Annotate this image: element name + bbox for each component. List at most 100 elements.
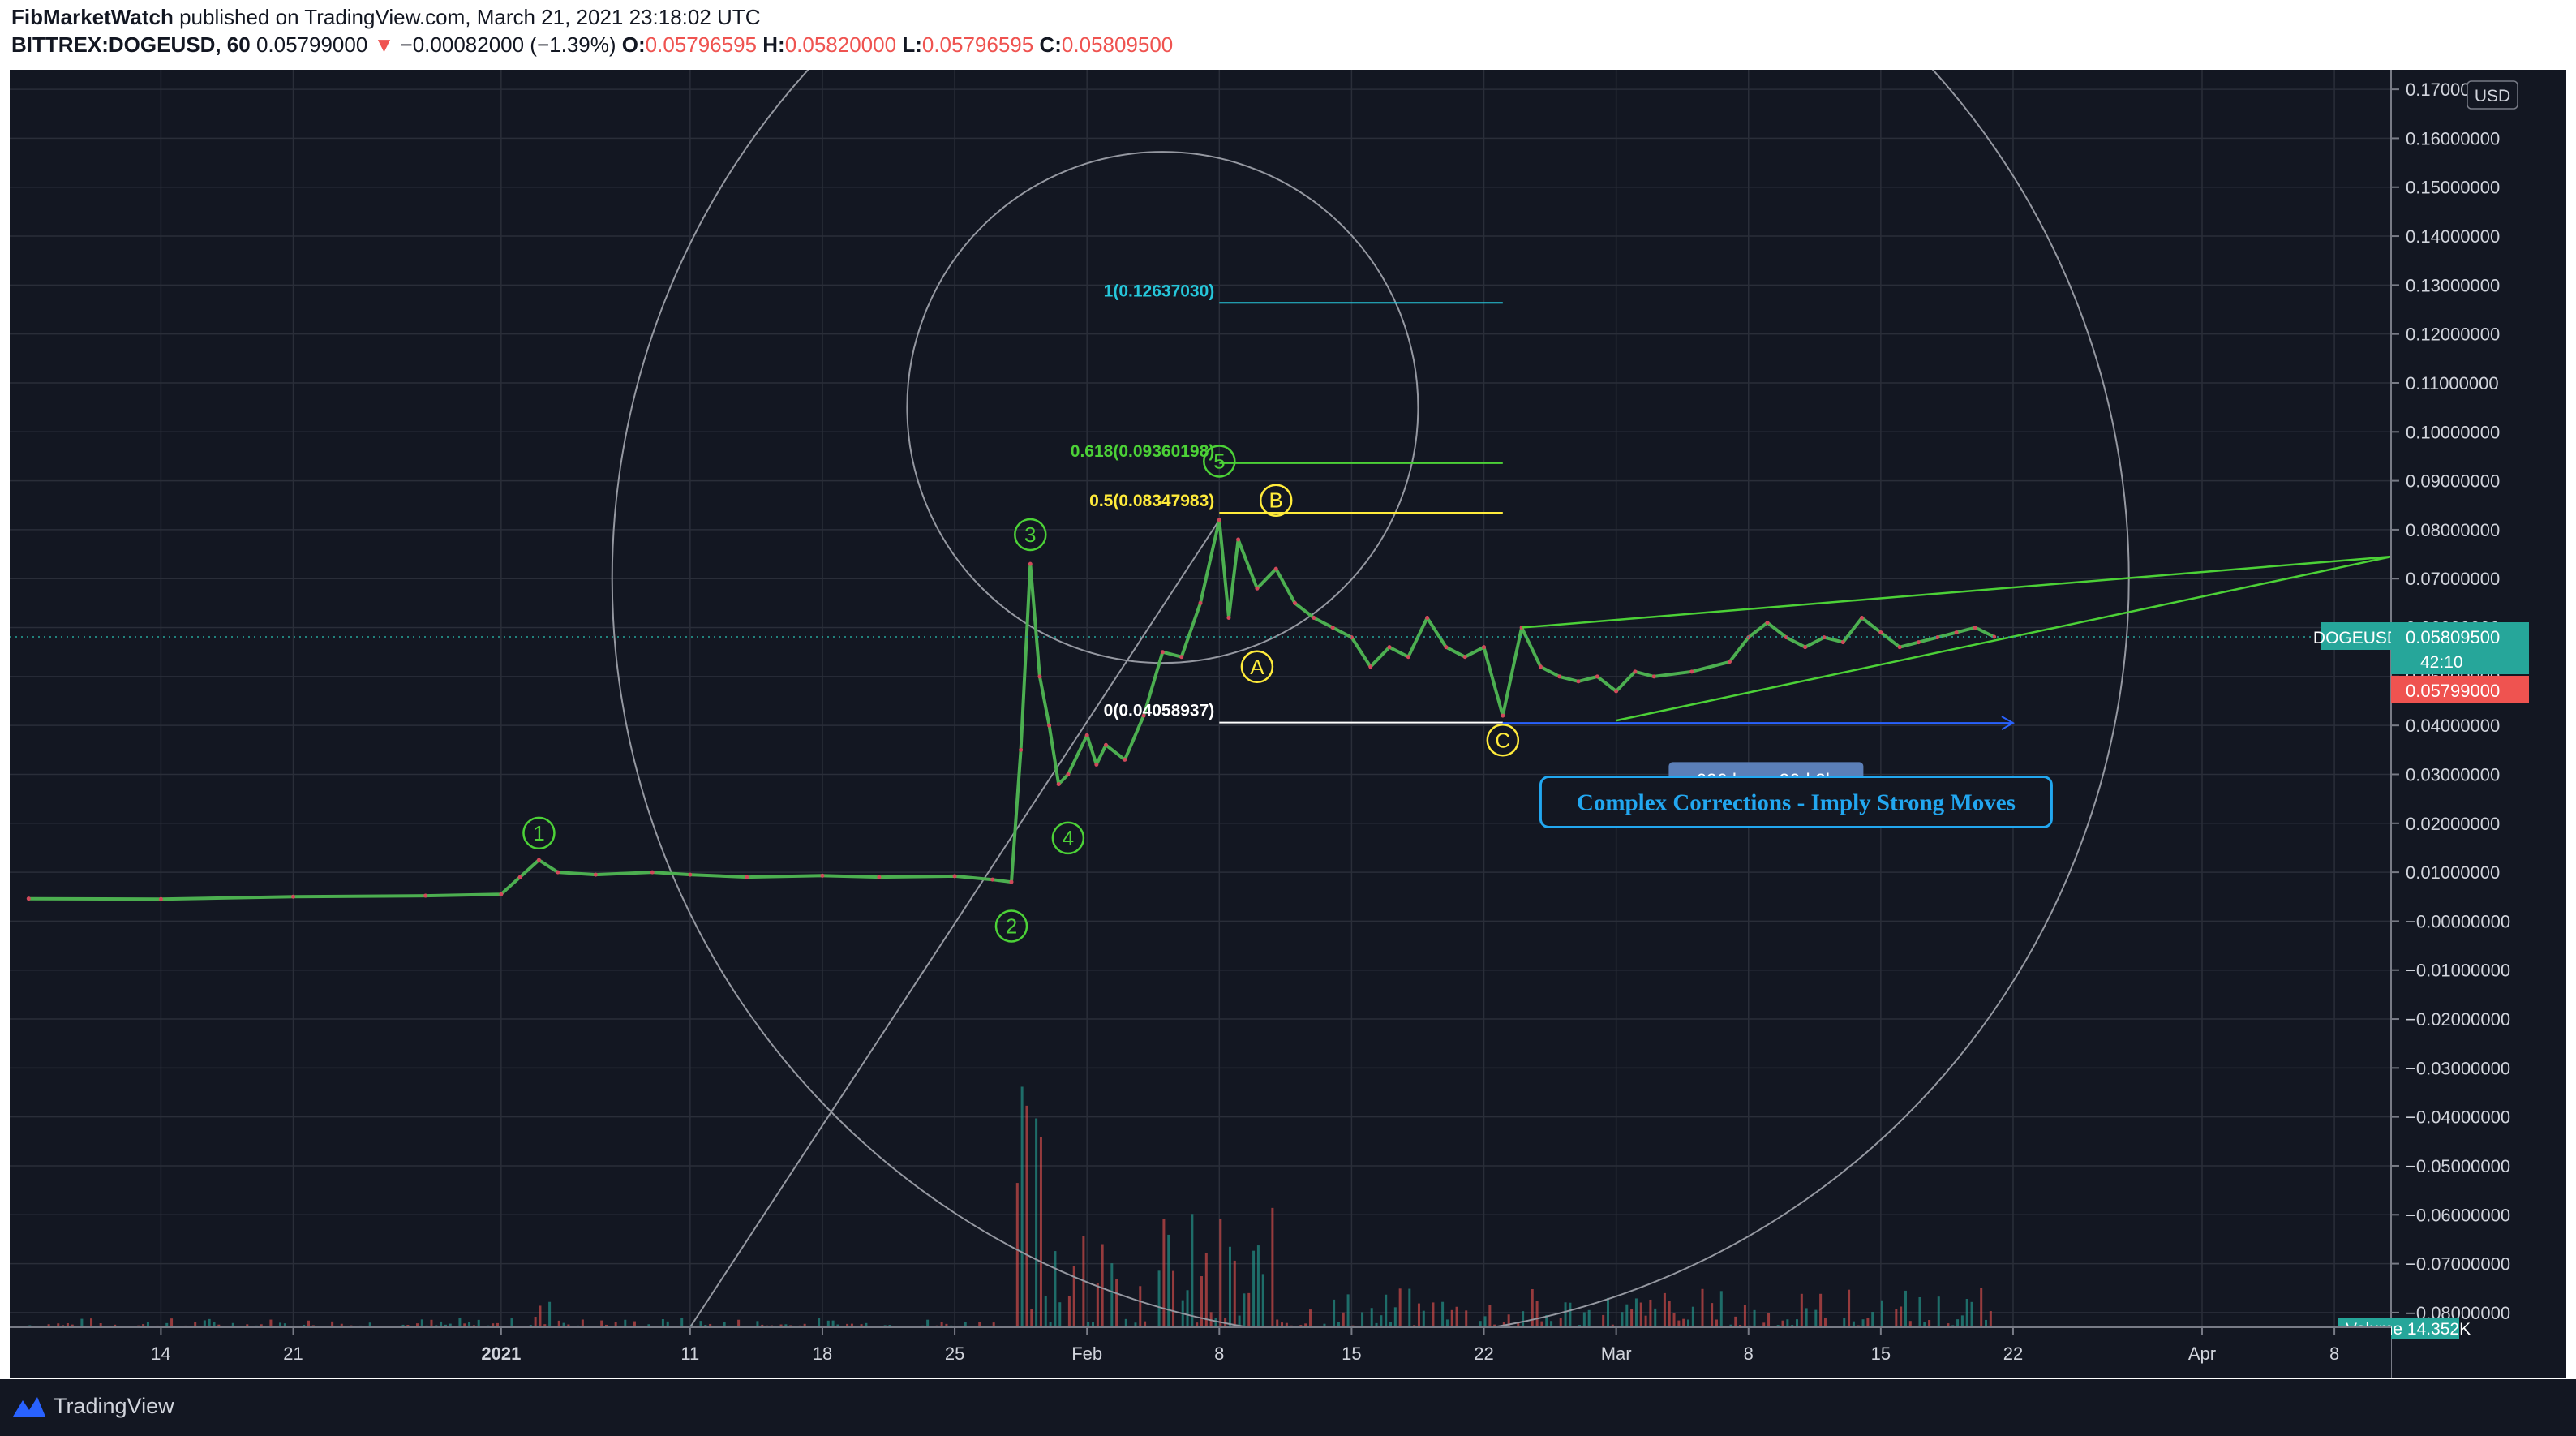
volume-bar [1261,1274,1264,1327]
volume-bar [964,1322,967,1327]
volume-bar [170,1318,174,1327]
price-point [1160,650,1165,655]
time-axis [10,1327,2391,1378]
volume-bar [1167,1234,1170,1327]
volume-bar [1247,1292,1251,1327]
volume-bar [1389,1322,1393,1327]
price-point [1651,674,1656,679]
volume-bar [1191,1214,1194,1327]
high-value: 0.05820000 [784,32,897,57]
volume-bar [940,1322,943,1327]
volume-bar [661,1319,664,1327]
volume-bar [1649,1299,1652,1327]
price-point [1406,655,1410,660]
price-point [499,892,504,896]
currency-badge [2467,80,2518,110]
author-name[interactable]: FibMarketWatch [11,5,174,29]
volume-bar [114,1324,117,1327]
volume-bar [1450,1309,1453,1327]
time-tick-label: 15 [1342,1344,1361,1364]
volume-bar [818,1318,821,1327]
volume-bar [279,1322,282,1327]
volume-bar [633,1321,636,1327]
volume-bar [1564,1302,1567,1327]
price-point [1141,713,1146,718]
volume-bar [624,1319,627,1327]
volume-bar [99,1322,102,1327]
volume-bar [1139,1286,1142,1327]
time-tick-label: 8 [1744,1344,1754,1364]
volume-bar [1582,1312,1586,1327]
price-point [556,870,560,875]
volume-bar [1672,1313,1676,1327]
price-tick-label: −0.02000000 [2406,1009,2510,1030]
volume-bar [766,1325,769,1327]
volume-bar [1455,1306,1458,1327]
price-point [1973,626,1977,630]
time-tick-label: 18 [813,1344,832,1364]
volume-bar [1719,1291,1723,1327]
volume-bar [1559,1318,1562,1327]
volume-bar [1606,1297,1609,1327]
price-point [1037,674,1042,679]
price-point [1094,762,1099,767]
volume-bar [1781,1320,1784,1327]
volume-bar [1900,1306,1903,1327]
volume-bar [1304,1323,1307,1327]
volume-bar [945,1323,948,1327]
price-point [1312,615,1316,620]
volume-bar [331,1321,334,1327]
time-tick-label: 25 [945,1344,964,1364]
fib-level-label: 0.618(0.09360198) [1071,442,1215,461]
volume-bar [846,1323,849,1327]
abc-label-circle [1259,484,1293,517]
volume-bar [1101,1244,1104,1327]
price-point [1028,561,1033,566]
volume-bar [1739,1324,1742,1327]
volume-bar [156,1325,159,1327]
price-point [1425,615,1430,620]
volume-bar [80,1318,84,1327]
volume-bar [217,1324,221,1327]
volume-bar [1625,1304,1629,1327]
volume-bar [184,1325,187,1327]
volume-bar [255,1325,258,1327]
volume-bar [992,1322,995,1327]
open-value: 0.05796595 [645,32,758,57]
price-tick-label: −0.06000000 [2406,1205,2510,1225]
chart-background [10,70,2566,1378]
volume-bar [779,1324,783,1327]
price-chart[interactable]: 1(0.12637030) 0.618(0.09360198) 0.5(0.0834… [10,70,2566,1378]
price-point [1538,664,1543,669]
volume-bar [1956,1319,1960,1327]
brand-name[interactable]: TradingView [54,1394,174,1418]
volume-bar [770,1325,773,1327]
volume-bar [449,1323,452,1327]
price-series-line [28,518,1995,901]
volume-bar [1144,1321,1147,1327]
volume-bar [798,1325,801,1327]
price-point [990,877,995,882]
volume-bar [1049,1322,1052,1327]
chart-area[interactable]: 1(0.12637030) 0.618(0.09360198) 0.5(0.0834… [10,70,2566,1378]
price-tick-label: 0.13000000 [2406,275,2500,295]
price-point [1226,615,1231,620]
volume-bar [1422,1310,1425,1327]
symbol-badge [2321,622,2391,651]
volume-bar [1385,1294,1388,1327]
price-tick-label: −0.01000000 [2406,961,2510,981]
volume-bar [1578,1325,1582,1327]
volume-bar [709,1323,712,1327]
volume-bar [1067,1296,1071,1327]
price-point [1009,879,1014,884]
price-point [1803,645,1808,650]
volume-bar [761,1324,764,1327]
price-point [1501,713,1505,718]
price-point [1992,634,1997,639]
volume-bar [1621,1312,1624,1327]
volume-bar [1351,1325,1355,1327]
price-tick-label: 0.15000000 [2406,178,2500,198]
low-value: 0.05796595 [921,32,1034,57]
price-tick-label: −0.04000000 [2406,1107,2510,1128]
volume-bar [1172,1270,1175,1327]
